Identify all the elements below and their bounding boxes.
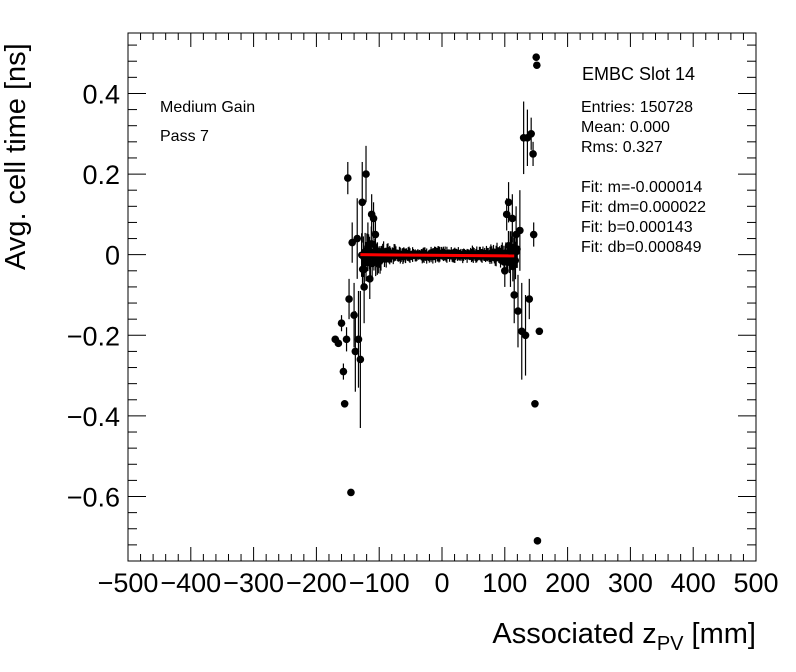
data-point <box>339 367 348 376</box>
x-tick-label: −500 <box>98 568 159 598</box>
y-tick-label: 0.4 <box>82 79 120 109</box>
data-point <box>373 258 382 267</box>
data-point <box>358 198 367 207</box>
x-tick-label: −200 <box>286 568 347 598</box>
data-point <box>353 234 362 243</box>
data-point <box>504 198 513 207</box>
data-point <box>347 488 355 497</box>
fit-dm: Fit: dm=0.000022 <box>581 199 706 216</box>
data-point <box>525 295 534 303</box>
x-tick-label: −300 <box>223 568 284 598</box>
gain-label: Medium Gain <box>160 99 256 116</box>
data-point <box>340 400 349 408</box>
data-point <box>345 295 353 303</box>
fit-line <box>360 253 515 258</box>
y-axis-label: Avg. cell time [ns] <box>0 43 32 270</box>
data-point <box>351 347 360 356</box>
data-point <box>350 311 358 319</box>
data-point <box>506 258 515 267</box>
data-point <box>365 275 374 283</box>
y-tick-label: −0.6 <box>67 483 120 513</box>
data-point <box>364 242 372 251</box>
data-point <box>342 335 351 344</box>
data-point <box>356 355 365 364</box>
x-tick-label: −100 <box>349 568 410 598</box>
y-tick-label: −0.4 <box>67 402 120 432</box>
data-point <box>337 319 346 327</box>
x-tick-label: 400 <box>671 568 716 598</box>
data-point <box>510 291 519 299</box>
x-tick-label: 500 <box>733 568 778 598</box>
data-point <box>529 150 537 158</box>
x-tick-label: 200 <box>545 568 590 598</box>
data-point <box>354 335 363 344</box>
y-tick-label: 0.2 <box>82 160 120 190</box>
fit-m: Fit: m=-0.000014 <box>581 179 703 196</box>
x-axis-label: Associated zPV [mm] <box>492 618 756 656</box>
pass-label: Pass 7 <box>160 128 209 145</box>
data-point <box>508 214 517 223</box>
x-tick-label: −400 <box>160 568 221 598</box>
fit-db: Fit: db=0.000849 <box>581 239 702 256</box>
x-axis-label-sub: PV <box>656 632 684 655</box>
x-tick-label: 100 <box>482 568 527 598</box>
data-point <box>533 61 541 70</box>
x-axis-label-main: Associated z <box>492 618 657 650</box>
data-point <box>362 170 370 178</box>
data-point <box>531 400 539 408</box>
x-tick-label: 300 <box>608 568 653 598</box>
data-point <box>371 230 380 239</box>
stat-entries: Entries: 150728 <box>581 99 694 116</box>
data-point <box>529 230 538 239</box>
stat-mean: Mean: 0.000 <box>581 119 670 136</box>
x-axis-label-unit: [mm] <box>683 618 756 650</box>
data-point <box>535 327 544 336</box>
slot-label: EMBC Slot 14 <box>582 64 696 84</box>
data-point <box>501 267 509 275</box>
data-point <box>521 331 530 340</box>
x-tick-label: 0 <box>434 568 449 598</box>
data-point <box>514 307 522 315</box>
data-point <box>369 214 378 223</box>
data-point <box>533 537 542 545</box>
data-point <box>516 226 524 235</box>
y-tick-label: 0 <box>105 241 120 271</box>
data-point <box>344 174 352 182</box>
data-point <box>513 245 521 253</box>
stat-rms: Rms: 0.327 <box>581 139 663 156</box>
data-point <box>532 53 540 61</box>
fit-b: Fit: b=0.000143 <box>581 219 693 236</box>
y-tick-label: −0.2 <box>67 321 120 351</box>
data-point <box>360 283 368 291</box>
data-point <box>334 339 343 348</box>
data-point <box>527 129 535 138</box>
